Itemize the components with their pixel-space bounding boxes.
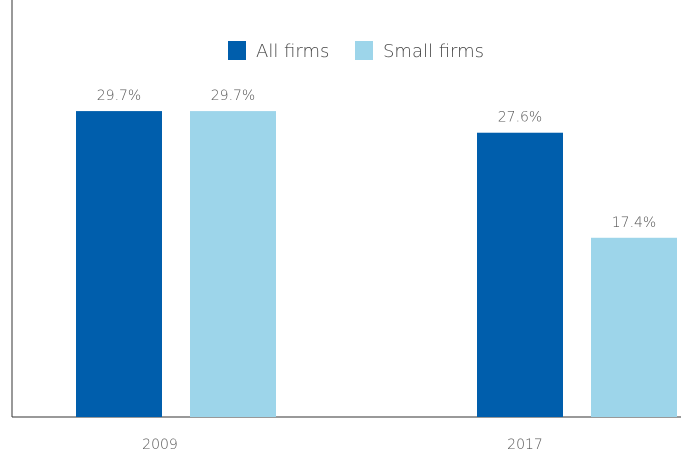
data-label: 29.7% xyxy=(211,88,255,104)
legend-label: All firms xyxy=(256,41,329,62)
x-tick-label: 2017 xyxy=(507,437,543,453)
legend-swatch xyxy=(228,41,246,60)
data-label: 17.4% xyxy=(612,215,656,231)
legend-label: Small firms xyxy=(383,41,484,62)
bar xyxy=(477,132,563,417)
x-tick-label: 2009 xyxy=(142,437,178,453)
bar xyxy=(190,111,276,417)
data-label: 27.6% xyxy=(498,110,542,126)
bar xyxy=(76,111,162,417)
data-label: 29.7% xyxy=(97,88,141,104)
bar xyxy=(591,237,677,417)
legend-swatch xyxy=(355,41,373,60)
